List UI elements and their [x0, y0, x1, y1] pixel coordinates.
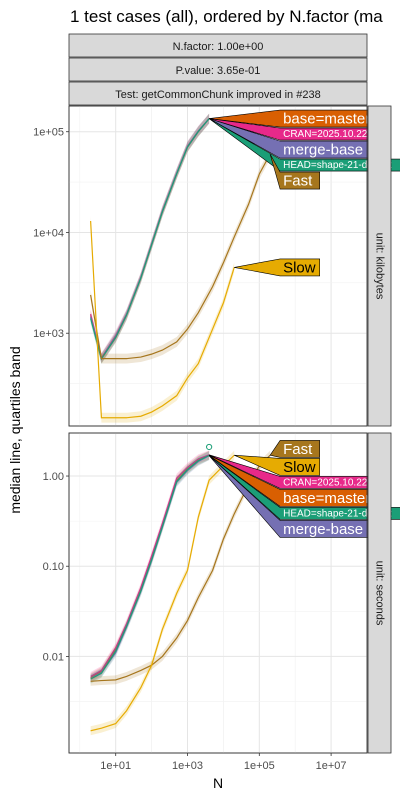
- strip-unit-seconds-text: unit: seconds: [374, 561, 386, 626]
- callout-merge-base: merge-base: [208, 455, 371, 538]
- callout-box: [208, 454, 371, 489]
- callout-slow: Slow: [234, 454, 320, 476]
- strip-nfactor-text: N.factor: 1.00e+00: [173, 41, 264, 53]
- callout-base-master: base=master: [209, 109, 379, 128]
- callout-text: CRAN=2025.10.22: [283, 129, 368, 140]
- strip-unit-kilobytes-text: unit: kilobytes: [374, 233, 386, 300]
- x-tick-label: 1e+07: [316, 760, 347, 772]
- x-axis-title: N: [213, 775, 223, 791]
- y-tick-label: 1e+04: [33, 227, 64, 239]
- line-slow: [90, 454, 235, 732]
- strip-unit-seconds: [367, 432, 392, 754]
- line-fast: [90, 153, 271, 360]
- callout-box: [208, 455, 371, 538]
- callout-box: [234, 454, 320, 476]
- callout-merge-base: merge-base: [208, 118, 371, 159]
- callout-fast: Fast: [269, 153, 320, 190]
- strip-pvalue-text: P.value: 3.65e-01: [176, 65, 261, 77]
- callout-text: base=master: [283, 111, 370, 128]
- line-head-shape-21-default: [90, 118, 210, 361]
- strip-test-text: Test: getCommonChunk improved in #238: [115, 89, 320, 101]
- y-tick-label: 1e+05: [33, 127, 64, 139]
- x-tick-label: 1e+03: [172, 760, 203, 772]
- strip-pvalue: P.value: 3.65e-01: [68, 57, 368, 82]
- callout-cran-2025-10-22: CRAN=2025.10.22: [209, 118, 371, 141]
- line-head-shape-21-default: [90, 454, 210, 680]
- callout-cran-2025-10-22: CRAN=2025.10.22: [208, 454, 371, 489]
- line-cran-2025-10-22: [90, 454, 210, 677]
- callout-text: HEAD=shape-21-default: [283, 508, 392, 519]
- chart-title: 1 test cases (all), ordered by N.factor …: [70, 7, 383, 26]
- y-tick-label: 1e+03: [33, 328, 64, 340]
- y-tick-label: 1.00: [43, 471, 64, 483]
- callout-box: [208, 454, 379, 507]
- band-head-shape-21-default: [90, 451, 210, 684]
- y-axis-title: median line, quartiles band: [7, 346, 23, 513]
- callout-text: Fast: [283, 441, 313, 458]
- callout-text: CRAN=2025.10.22: [283, 477, 368, 488]
- line-fast: [90, 454, 271, 682]
- outlier-point: [206, 443, 213, 451]
- x-axis: 1e+01 1e+03 1e+05 1e+07: [100, 753, 347, 772]
- callout-text: merge-base: [283, 521, 363, 538]
- callout-text: Slow: [283, 459, 316, 476]
- y-tick-label: 0.01: [43, 651, 64, 663]
- line-slow: [90, 220, 235, 419]
- callout-text: base=master: [283, 490, 370, 507]
- callout-box: [209, 109, 379, 128]
- callout-text: HEAD=shape-21-default: [283, 160, 392, 171]
- callout-slow: Slow: [234, 258, 320, 277]
- panel-kilobytes-y-axis: 1e+03 1e+04 1e+05: [33, 127, 69, 340]
- panel-kilobytes-series: [90, 113, 271, 423]
- panel-seconds-y-axis: 0.01 0.10 1.00: [43, 471, 69, 663]
- callout-box: [269, 440, 320, 458]
- callout-base-master: base=master: [208, 454, 379, 507]
- callout-text: merge-base: [283, 142, 363, 159]
- y-tick-label: 0.10: [43, 561, 64, 573]
- x-tick-label: 1e+01: [100, 760, 131, 772]
- callout-text: Fast: [283, 173, 313, 190]
- x-tick-label: 1e+05: [244, 760, 275, 772]
- strip-unit-kilobytes: [367, 105, 392, 427]
- strip-nfactor: N.factor: 1.00e+00: [68, 33, 368, 58]
- callout-box: [209, 118, 371, 141]
- callout-box: [208, 118, 371, 159]
- callout-text: Slow: [283, 259, 316, 276]
- callout-box: [234, 258, 320, 277]
- strip-test: Test: getCommonChunk improved in #238: [68, 81, 368, 106]
- panel-seconds-grid: [69, 433, 368, 753]
- callout-box: [269, 153, 320, 190]
- callout-fast: Fast: [269, 440, 320, 458]
